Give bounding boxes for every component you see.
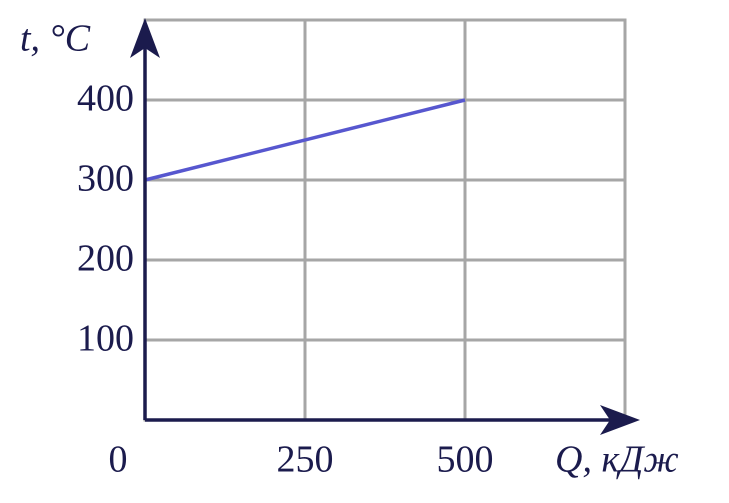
x-tick-label: 0 xyxy=(109,439,128,481)
y-axis-label: t, °C xyxy=(20,18,91,60)
plot xyxy=(144,98,466,182)
grid xyxy=(143,18,627,422)
plot-frame xyxy=(143,18,627,422)
x-axis-arrow xyxy=(600,405,640,435)
y-tick-label: 100 xyxy=(77,318,134,360)
y-axis-arrow xyxy=(130,18,160,58)
x-tick-label: 500 xyxy=(437,439,494,481)
y-tick-label: 300 xyxy=(77,158,134,200)
y-tick-label: 400 xyxy=(77,78,134,120)
y-tick-label: 200 xyxy=(77,238,134,280)
data-line xyxy=(144,98,466,182)
x-axis-label: Q, кДж xyxy=(555,439,679,481)
x-tick-label: 250 xyxy=(277,439,334,481)
